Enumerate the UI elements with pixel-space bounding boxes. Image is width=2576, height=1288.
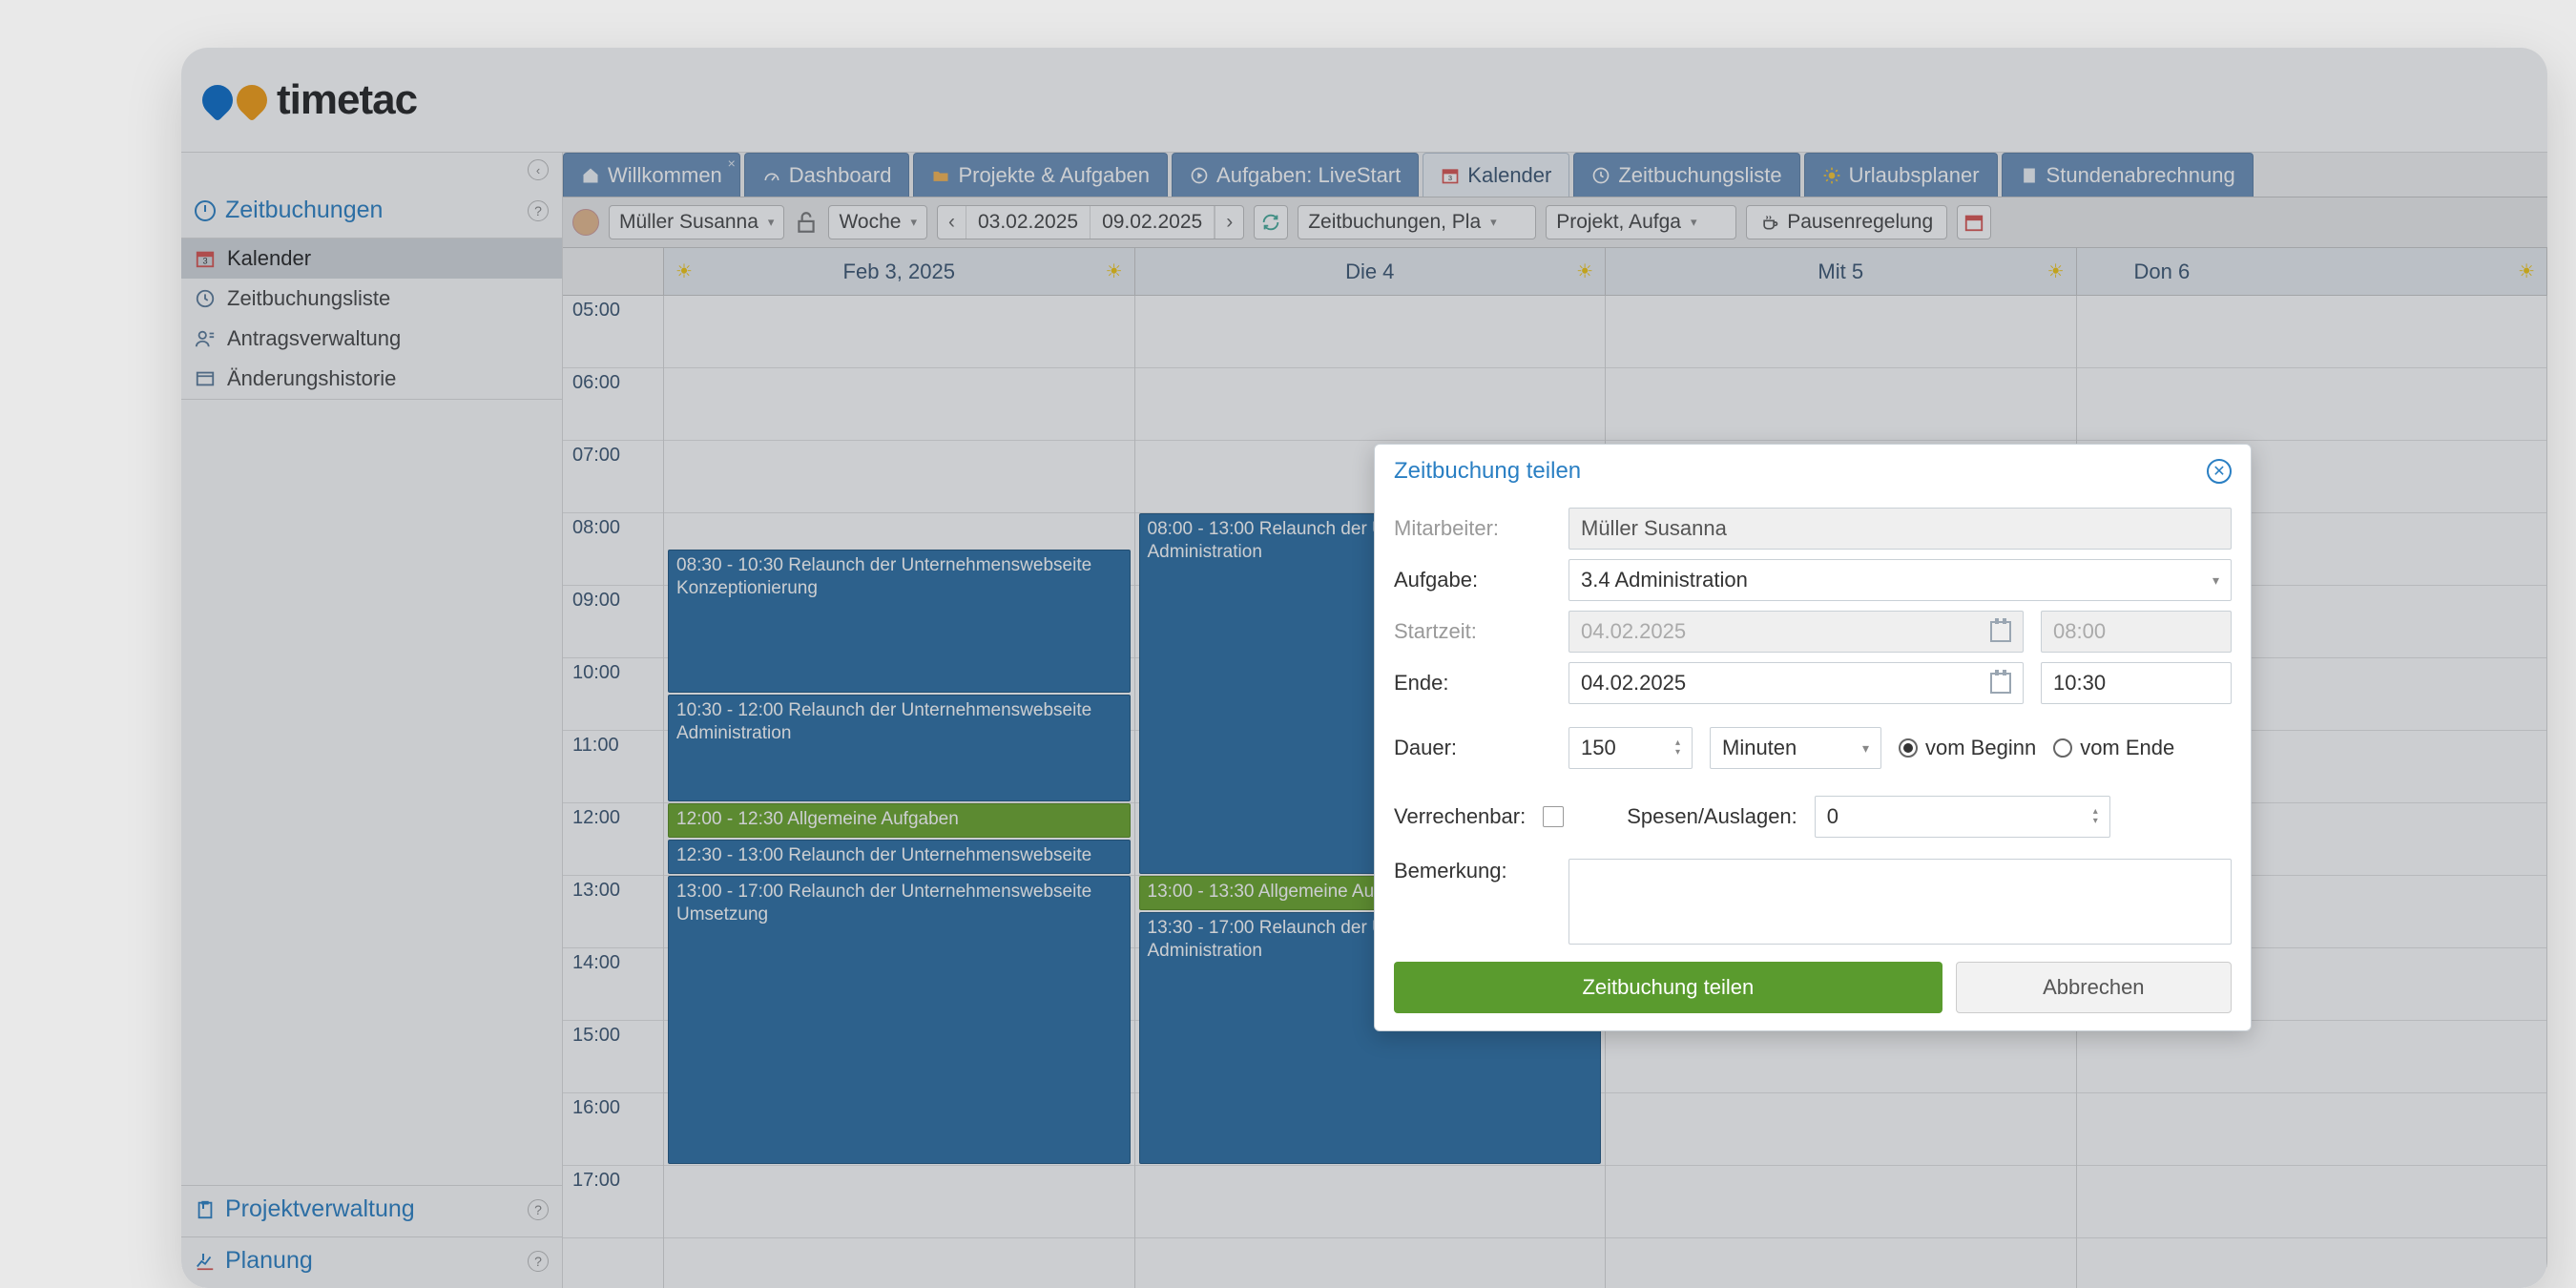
close-icon[interactable]: ✕ xyxy=(2207,459,2232,484)
label-verrechenbar: Verrechenbar: xyxy=(1394,804,1526,829)
chevron-down-icon: ▾ xyxy=(1862,740,1869,757)
field-mitarbeiter: Müller Susanna xyxy=(1568,508,2232,550)
radio-icon xyxy=(2053,738,2072,758)
field-spesen[interactable]: 0 ▴▾ xyxy=(1815,796,2110,838)
field-aufgabe[interactable]: 3.4 Administration ▾ xyxy=(1568,559,2232,601)
field-end-date[interactable]: 04.02.2025 xyxy=(1568,662,2024,704)
button-label: Zeitbuchung teilen xyxy=(1582,975,1754,1000)
field-value: 10:30 xyxy=(2053,671,2106,696)
label-mitarbeiter: Mitarbeiter: xyxy=(1394,516,1551,541)
field-value: Minuten xyxy=(1722,736,1797,760)
field-dauer-value[interactable]: 150 ▴▾ xyxy=(1568,727,1693,769)
calendar-icon xyxy=(1990,621,2011,642)
label-dauer: Dauer: xyxy=(1394,736,1551,760)
dialog-zeitbuchung-teilen: Zeitbuchung teilen ✕ Mitarbeiter: Müller… xyxy=(1374,444,2252,1031)
spinner-icon[interactable]: ▴▾ xyxy=(2093,807,2098,826)
chevron-down-icon: ▾ xyxy=(2212,572,2219,589)
label-bemerkung: Bemerkung: xyxy=(1394,859,1551,883)
label-startzeit: Startzeit: xyxy=(1394,619,1551,644)
label-spesen: Spesen/Auslagen: xyxy=(1627,804,1797,829)
label-ende: Ende: xyxy=(1394,671,1551,696)
label-aufgabe: Aufgabe: xyxy=(1394,568,1551,592)
radio-vom-ende[interactable]: vom Ende xyxy=(2053,736,2174,760)
field-value: 04.02.2025 xyxy=(1581,671,1686,696)
button-abbrechen[interactable]: Abbrechen xyxy=(1956,962,2232,1013)
radio-vom-beginn[interactable]: vom Beginn xyxy=(1899,736,2036,760)
app-window: timetac ‹ Zeitbuchungen ? 3 Kalender Zei… xyxy=(181,48,2547,1288)
button-zeitbuchung-teilen[interactable]: Zeitbuchung teilen xyxy=(1394,962,1942,1013)
field-end-time[interactable]: 10:30 xyxy=(2041,662,2232,704)
radio-label: vom Ende xyxy=(2080,736,2174,760)
button-label: Abbrechen xyxy=(2043,975,2144,1000)
field-bemerkung[interactable] xyxy=(1568,859,2232,945)
field-value: 3.4 Administration xyxy=(1581,568,1748,592)
radio-label: vom Beginn xyxy=(1925,736,2036,760)
field-value: 0 xyxy=(1827,804,1839,829)
dialog-title: Zeitbuchung teilen xyxy=(1394,458,1581,485)
radio-icon xyxy=(1899,738,1918,758)
calendar-icon xyxy=(1990,673,2011,694)
field-start-time: 08:00 xyxy=(2041,611,2232,653)
field-value: 04.02.2025 xyxy=(1581,619,1686,644)
spinner-icon[interactable]: ▴▾ xyxy=(1675,738,1680,758)
field-value: 08:00 xyxy=(2053,619,2106,644)
field-start-date: 04.02.2025 xyxy=(1568,611,2024,653)
field-dauer-unit[interactable]: Minuten ▾ xyxy=(1710,727,1881,769)
checkbox-verrechenbar[interactable] xyxy=(1543,806,1564,827)
field-value: 150 xyxy=(1581,736,1616,760)
